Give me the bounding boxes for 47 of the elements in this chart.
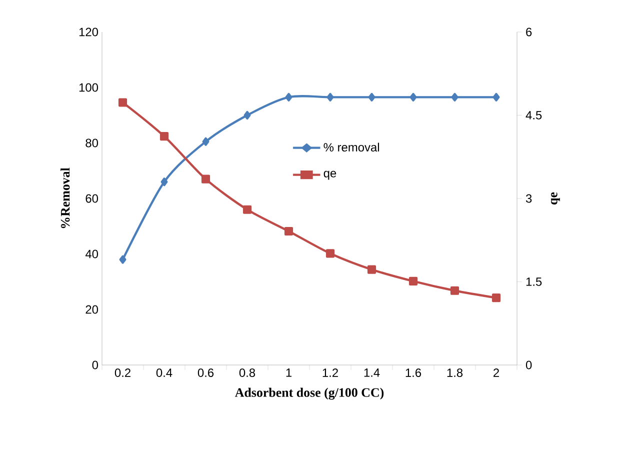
- x-tick-label: 1: [286, 368, 292, 377]
- y-axis-title: %Removal: [60, 168, 70, 228]
- x-tick-label: 1.8: [447, 368, 463, 377]
- x-tick-label: 0.4: [156, 368, 172, 377]
- point: [119, 255, 126, 264]
- y-tick-label: 100: [79, 83, 98, 92]
- y2-tick-label: 0: [526, 360, 532, 370]
- x-tick-label: 1.4: [364, 368, 380, 377]
- y-tick-label: 0: [92, 360, 98, 370]
- legend-label: % removal: [324, 142, 379, 152]
- y-tick-label: 20: [86, 305, 98, 314]
- point: [451, 92, 458, 102]
- point: [450, 286, 460, 295]
- point: [285, 92, 292, 102]
- x-tick-label: 0.8: [239, 368, 256, 377]
- x-tick-label: 1.6: [406, 368, 422, 377]
- y2-tick-label: 3: [526, 194, 532, 203]
- y2-tick-label: 6: [526, 28, 532, 36]
- point: [492, 294, 501, 302]
- point: [118, 98, 128, 107]
- y2-tick-label: 4.5: [526, 111, 542, 120]
- y2-tick-label: 1.5: [526, 278, 542, 286]
- point: [368, 92, 376, 102]
- x-tick-label: 2: [494, 368, 499, 377]
- point: [244, 110, 251, 120]
- point: [410, 92, 417, 102]
- x-tick-label: 1.2: [322, 368, 338, 377]
- point: [326, 249, 335, 258]
- point: [367, 265, 376, 274]
- point: [408, 276, 418, 286]
- y-tick-label: 80: [86, 138, 98, 148]
- point: [202, 137, 210, 146]
- point: [201, 174, 210, 184]
- point: [326, 92, 334, 102]
- point: [160, 178, 168, 186]
- x-tick-label: 0.2: [114, 368, 130, 377]
- point: [492, 92, 500, 102]
- point: [242, 205, 252, 214]
- y-tick-label: 60: [86, 194, 98, 203]
- y-tick-label: 120: [79, 28, 98, 36]
- y-tick-label: 40: [85, 250, 98, 258]
- point: [160, 132, 169, 141]
- point: [284, 226, 294, 236]
- x-tick-label: 0.6: [198, 368, 214, 377]
- y2-axis-title: qe: [550, 192, 560, 204]
- legend-label: qe: [324, 170, 336, 180]
- x-axis-title: Adsorbent dose (g/100 CC): [234, 388, 384, 400]
